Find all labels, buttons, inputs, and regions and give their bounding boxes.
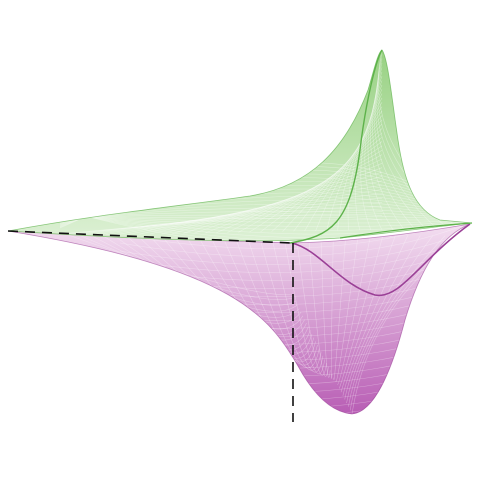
green-surface-edge (7, 49, 473, 242)
green-surface (7, 49, 473, 244)
green-surface-fill (8, 50, 472, 241)
green-baseline-curve (339, 222, 473, 239)
dashed-axes (7, 230, 294, 422)
green-profile-curve (289, 49, 383, 244)
purple-surface-fill (8, 224, 470, 414)
purple-surface (7, 223, 471, 415)
horizontal-dashed-axis (7, 230, 293, 244)
